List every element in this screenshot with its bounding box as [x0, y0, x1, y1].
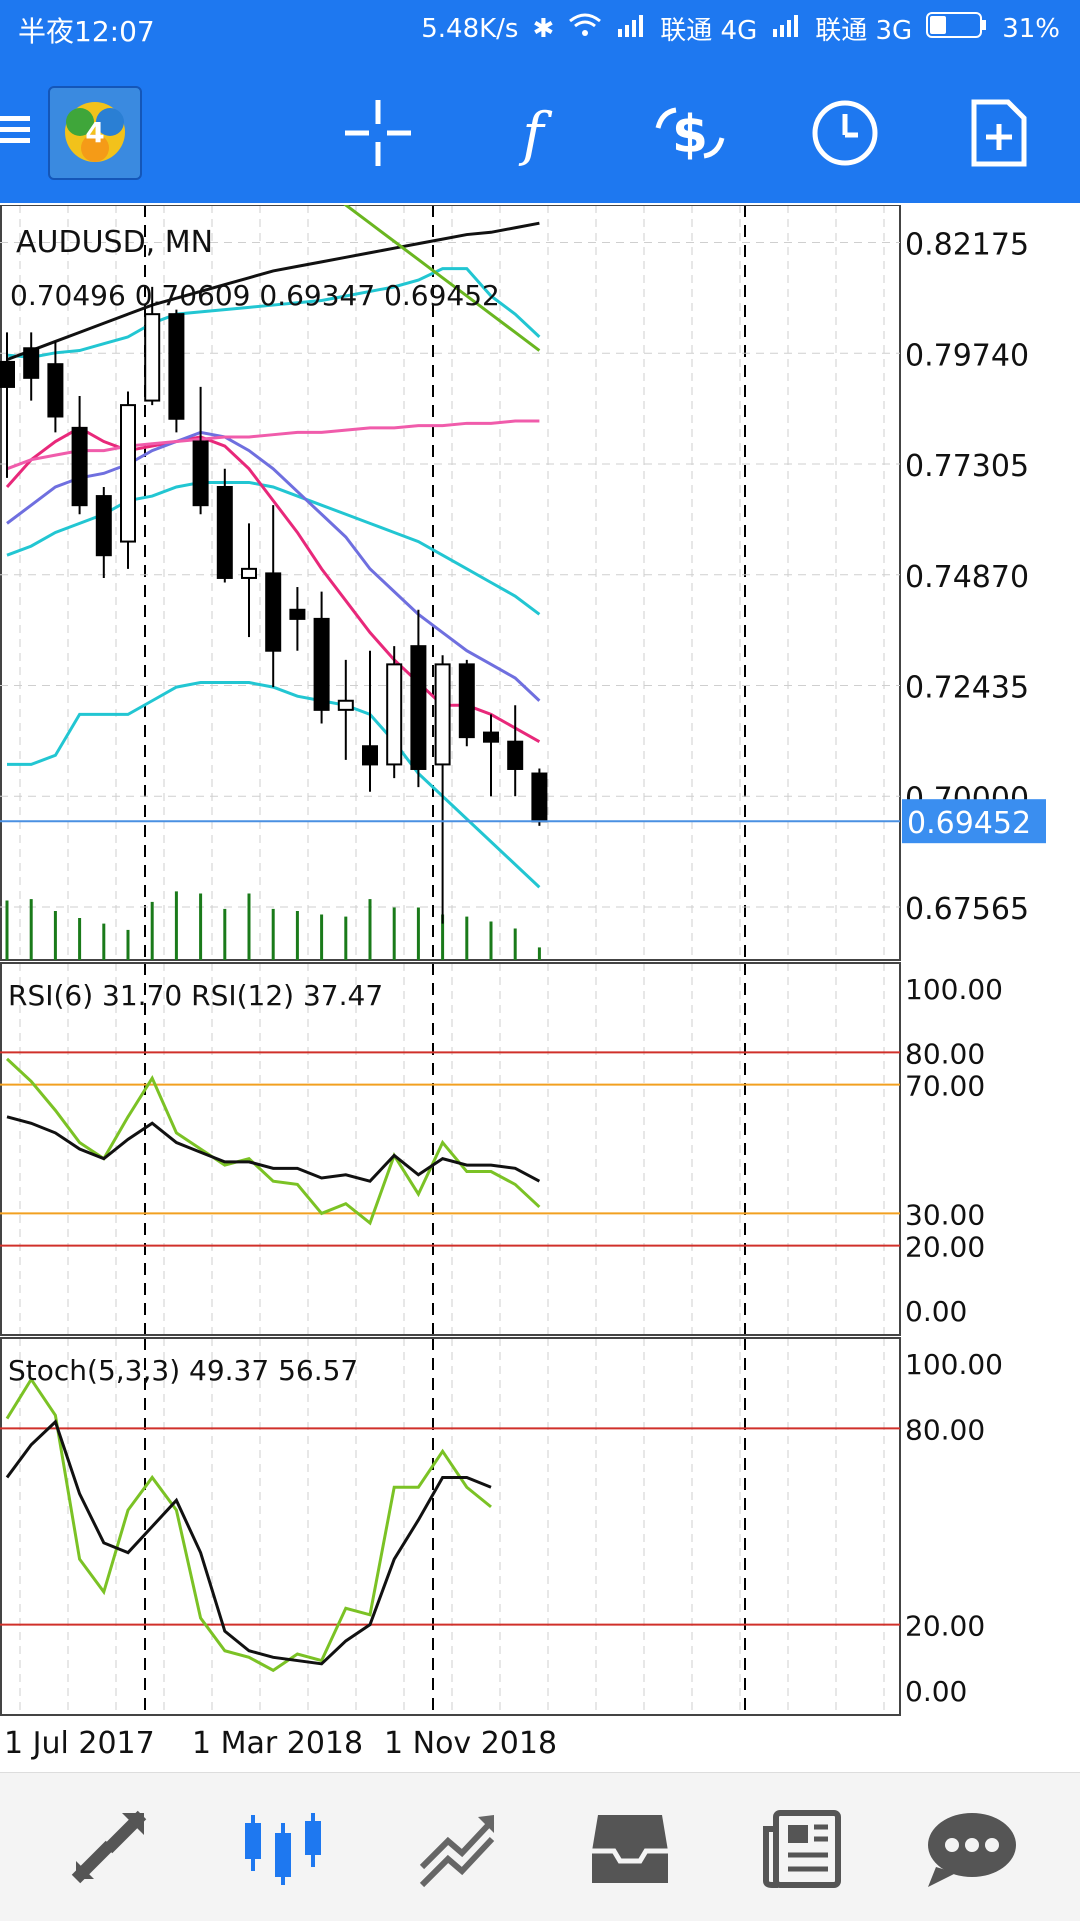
candle-body	[483, 731, 499, 743]
bluetooth-icon: ✱	[532, 13, 555, 44]
candle-body	[337, 699, 354, 711]
candle-body	[531, 772, 548, 823]
time-axis-label: 1 Nov 2018	[384, 1726, 557, 1761]
indicator-axis-label: 100.00	[905, 973, 1003, 1006]
wifi-icon	[568, 12, 602, 45]
app-toolbar: 4 f $	[0, 58, 1080, 203]
candle-body	[192, 440, 209, 507]
indicators-icon[interactable]: f	[498, 98, 568, 168]
trend-line-black	[6, 221, 540, 362]
indicator-series-line	[6, 1115, 541, 1183]
current-price-label: 0.69452	[907, 806, 1031, 841]
candle-body	[507, 740, 524, 770]
svg-text:f: f	[518, 100, 553, 168]
menu-icon[interactable]	[0, 110, 30, 150]
price-axis-label: 0.74870	[905, 560, 1029, 595]
price-axis-label: 0.77305	[905, 449, 1029, 484]
crosshair-icon[interactable]	[343, 98, 413, 168]
price-axis-label: 0.79740	[905, 338, 1029, 373]
bottom-navigation	[0, 1772, 1080, 1921]
candle-body	[434, 663, 451, 766]
chart-tab-icon[interactable]	[243, 1809, 323, 1889]
news-tab-icon[interactable]	[762, 1809, 842, 1889]
bollinger-middle-line	[6, 480, 541, 616]
price-axis-label: 0.67565	[905, 892, 1029, 927]
history-tab-icon[interactable]	[590, 1809, 670, 1889]
battery-percent: 31%	[1002, 13, 1060, 44]
pane-border-1	[0, 204, 901, 961]
medium-ma-line	[6, 430, 541, 702]
pane-border-2	[0, 962, 901, 1336]
candle-body	[95, 495, 112, 557]
status-bar: 半夜12:07 5.48K/s ✱ 联通 4G 联通 3G 31%	[0, 0, 1080, 58]
candle-body	[47, 363, 64, 418]
carrier-2: 联通 3G	[815, 16, 913, 46]
slow-ma-line	[6, 419, 540, 471]
candle-body	[386, 663, 403, 766]
candle-body	[23, 347, 40, 379]
current-price-badge	[902, 799, 1046, 844]
quotes-tab-icon[interactable]	[70, 1809, 150, 1889]
candle-body	[168, 313, 185, 420]
time-axis-label: 1 Jul 2017	[4, 1726, 155, 1761]
indicator-series-line	[5, 1057, 541, 1226]
rsi-label: RSI(6) 31.70 RSI(12) 37.47	[8, 979, 383, 1012]
status-right: 5.48K/s ✱ 联通 4G 联通 3G 31%	[421, 10, 1060, 47]
chat-tab-icon[interactable]	[920, 1809, 1020, 1889]
candle-body	[362, 745, 378, 766]
svg-text:$: $	[672, 105, 708, 165]
indicator-axis-label: 100.00	[905, 1348, 1003, 1381]
pane-border-3	[0, 1337, 901, 1716]
fast-ma-line	[5, 426, 541, 743]
trade-tab-icon[interactable]	[418, 1809, 498, 1889]
bollinger-upper-line	[6, 267, 541, 359]
chart-area[interactable]: 0.82175 0.79740 0.77305 0.74870 0.72435 0.700…	[0, 149, 1080, 1765]
signal-icon-2	[771, 13, 801, 44]
price-axis-label: 0.82175	[905, 228, 1029, 263]
indicator-axis-label: 70.00	[905, 1070, 985, 1103]
indicator-axis-label: 20.00	[905, 1610, 985, 1643]
candle-body	[313, 617, 330, 711]
trade-icon[interactable]: $	[650, 98, 725, 168]
timeframe-icon[interactable]	[810, 98, 880, 168]
indicator-axis-label: 80.00	[905, 1037, 985, 1070]
candle-body	[71, 426, 88, 507]
candle-body	[289, 608, 306, 620]
candle-body	[241, 567, 257, 579]
battery-icon	[926, 11, 988, 46]
indicator-series-line	[5, 1376, 492, 1673]
indicator-axis-label: 20.00	[905, 1231, 985, 1264]
price-chart[interactable]: 0.821750.797400.773050.748700.724350.700…	[0, 149, 1080, 1765]
candle-body	[265, 572, 282, 652]
candle-body	[120, 404, 136, 543]
time-axis-label: 1 Mar 2018	[192, 1726, 363, 1761]
chart-title: AUDUSD, MN	[16, 225, 213, 260]
candle-body	[458, 663, 475, 739]
candle-body	[410, 645, 427, 770]
carrier-1: 联通 4G	[660, 16, 758, 46]
status-time: 半夜12:07	[18, 15, 155, 48]
ohlc-readout: 0.70496 0.70609 0.69347 0.69452	[10, 279, 500, 312]
indicator-axis-label: 0.00	[905, 1295, 967, 1328]
new-order-icon[interactable]	[968, 98, 1028, 168]
candle-body	[144, 313, 161, 402]
indicator-axis-label: 30.00	[905, 1198, 985, 1231]
price-axis-label: 0.72435	[905, 671, 1029, 706]
metatrader-logo[interactable]: 4	[48, 86, 142, 180]
svg-text:4: 4	[85, 116, 104, 149]
stoch-label: Stoch(5,3,3) 49.37 56.57	[8, 1354, 358, 1387]
indicator-series-line	[5, 1419, 492, 1666]
candle-body	[0, 360, 15, 388]
network-speed: 5.48K/s	[421, 13, 519, 44]
candle-body	[216, 485, 233, 579]
signal-icon	[616, 13, 646, 44]
indicator-axis-label: 80.00	[905, 1413, 985, 1446]
trend-line-green	[272, 149, 541, 352]
indicator-axis-label: 0.00	[905, 1675, 967, 1708]
